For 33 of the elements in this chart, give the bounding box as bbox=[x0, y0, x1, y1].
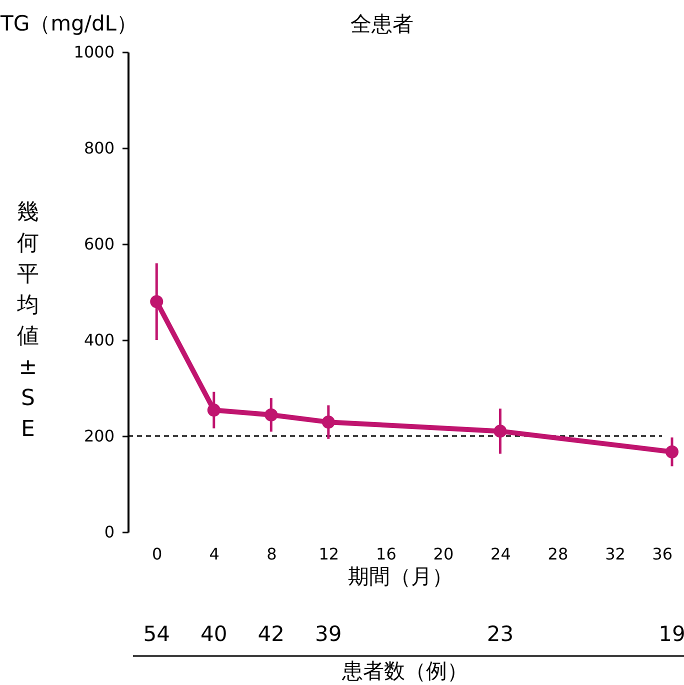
y-axis-title: TG（mg/dL） bbox=[0, 12, 138, 36]
point bbox=[264, 408, 278, 422]
y-tick-label: 1000 bbox=[74, 42, 114, 62]
text: 42 bbox=[258, 622, 285, 646]
point bbox=[665, 445, 679, 458]
text: 54 bbox=[143, 622, 170, 646]
x-tick-label: 36 bbox=[652, 544, 672, 564]
point bbox=[150, 295, 164, 308]
y-tick-label: 800 bbox=[84, 138, 114, 158]
y-tick-label: 600 bbox=[84, 234, 114, 254]
x-tick-label: 12 bbox=[318, 544, 340, 564]
x-tick-label: 24 bbox=[490, 544, 511, 564]
point bbox=[494, 424, 507, 438]
x-tick-label: 0 bbox=[152, 544, 162, 564]
text: 40 bbox=[200, 622, 228, 646]
text: 幾何平均値±SE bbox=[16, 200, 39, 442]
y-tick-label: 400 bbox=[84, 330, 114, 350]
x-tick-label: 4 bbox=[209, 544, 220, 564]
x-axis-title: 期間（月） bbox=[348, 564, 453, 588]
text: 患者数（例） bbox=[341, 659, 468, 683]
x-tick-label: 32 bbox=[605, 544, 626, 564]
point bbox=[207, 404, 220, 417]
x-tick-label: 16 bbox=[376, 544, 396, 564]
point bbox=[322, 416, 335, 429]
x-tick-label: 20 bbox=[433, 544, 454, 564]
chart-title: 全患者 bbox=[350, 12, 414, 36]
x-tick-label: 8 bbox=[266, 544, 277, 564]
text: 19 bbox=[658, 622, 684, 646]
text: 39 bbox=[315, 622, 342, 646]
x-tick-label: 28 bbox=[548, 544, 568, 564]
y-tick-label: 0 bbox=[104, 522, 114, 542]
text: 23 bbox=[486, 622, 514, 646]
y-tick-label: 200 bbox=[84, 426, 114, 446]
